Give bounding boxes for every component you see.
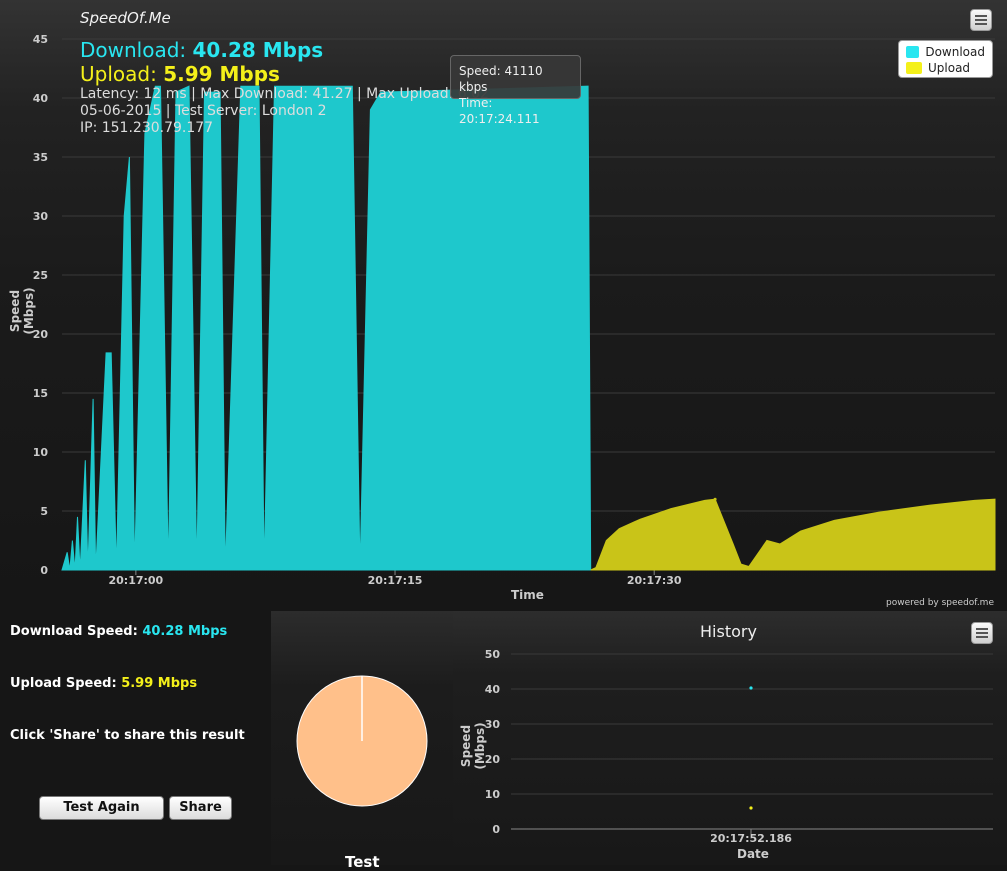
legend-download-label: Download [925,45,985,59]
pie-chart [296,675,428,807]
share-button[interactable]: Share [169,796,232,820]
y-tick-label: 5 [40,505,48,518]
series-area-upload [590,498,996,571]
y-tick-label: 45 [33,33,48,46]
overlay-latency: Latency: 12 ms | Max Download: 41.27 | M… [80,86,489,102]
history-menu-icon[interactable] [971,622,993,644]
history-x-axis-title: Date [737,847,769,861]
history-y-axis-title: Speed (Mbps) [459,722,487,770]
history-chart: 0 10 20 30 40 50 20:17:52.186 [485,648,993,845]
y-tick-label: 10 [33,446,49,459]
chart-legend[interactable]: Download Upload [898,40,993,78]
x-tick-label: 20:17:15 [368,574,423,587]
y-tick-label: 30 [33,210,49,223]
chart-tooltip: Speed: 41110 kbps Time: 20:17:24.111 [450,55,581,126]
test-again-button[interactable]: Test Again [39,796,164,820]
history-y-tick-label: 30 [485,718,501,731]
x-tick-label: 20:17:30 [627,574,682,587]
history-y-tick-label: 50 [485,648,501,661]
overlay-upload: Upload: 5.99 Mbps [80,62,280,86]
brand-title: SpeedOf.Me [80,9,171,27]
history-x-tick-label: 20:17:52.186 [710,832,792,845]
history-y-tick-label: 0 [492,823,500,836]
legend-upload-label: Upload [928,61,971,75]
history-point-upload [749,806,753,810]
overlay-download: Download: 40.28 Mbps [80,38,324,62]
y-tick-label: 15 [33,387,48,400]
y-axis-title: Speed (Mbps) [8,287,36,335]
y-tick-label: 40 [33,92,49,105]
powered-by: powered by speedof.me [885,598,994,608]
history-y-tick-label: 20 [485,753,501,766]
y-tick-label: 25 [33,269,48,282]
overlay-date-server: 05-06-2015 | Test Server: London 2 [80,103,327,119]
result-overlay: Download: 40.28 Mbps Upload: 5.99 Mbps L… [80,38,489,137]
download-speed-stat: Download Speed: 40.28 Mbps [10,624,228,639]
y-tick-label: 0 [40,564,48,577]
pie-label: Test [345,853,380,871]
x-tick-label: 20:17:00 [108,574,163,587]
stats-panel [0,611,271,865]
speed-chart: 0 5 10 15 20 25 30 35 40 45 20:17:00 20:17:15 20:17:… [33,33,996,587]
download-swatch [906,46,920,58]
history-panel [453,611,1007,865]
chart-menu-icon[interactable] [970,9,992,31]
x-axis-title: Time [511,588,544,602]
series-marker [713,497,717,501]
history-title: History [700,622,757,641]
tooltip-time: Time: 20:17:24.111 [459,96,540,126]
series-area-download [61,85,592,571]
upload-speed-stat: Upload Speed: 5.99 Mbps [10,676,198,691]
legend-item-upload[interactable]: Upload [906,60,985,76]
history-y-tick-label: 40 [485,683,501,696]
tooltip-speed: Speed: 41110 kbps [459,64,543,94]
share-hint: Click 'Share' to share this result [10,728,245,743]
legend-item-download[interactable]: Download [906,44,985,60]
y-tick-label: 35 [33,151,48,164]
upload-swatch [906,62,922,74]
history-y-tick-label: 10 [485,788,501,801]
y-tick-label: 20 [33,328,49,341]
overlay-ip: IP: 151.230.79.177 [80,120,214,136]
history-point-download [749,686,753,690]
